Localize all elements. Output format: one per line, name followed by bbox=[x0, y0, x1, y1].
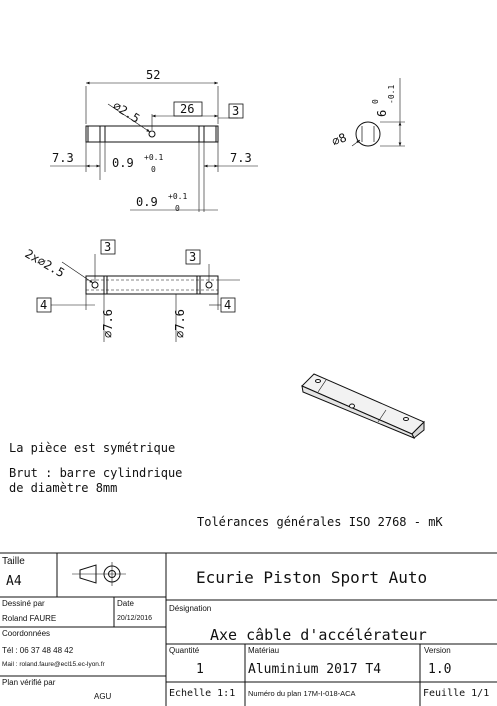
phone: Tél : 06 37 48 48 42 bbox=[2, 646, 74, 655]
end-view bbox=[351, 78, 405, 147]
designation-label: Désignation bbox=[169, 604, 212, 613]
dim-slot-width: 0.9 bbox=[112, 156, 134, 170]
date-label: Date bbox=[117, 599, 134, 608]
dim-slot-tol-lower: 0 bbox=[151, 165, 156, 174]
echelle: Echelle 1:1 bbox=[169, 688, 236, 699]
materiau-label: Matériau bbox=[248, 646, 280, 655]
company-name: Ecurie Piston Sport Auto bbox=[196, 568, 428, 587]
dim-end-dia: ⌀8 bbox=[330, 130, 349, 148]
title-block-grid bbox=[0, 552, 497, 706]
dim-groove-left: ⌀7.6 bbox=[101, 309, 115, 338]
note-raw-material-line2: de diamètre 8mm bbox=[9, 481, 118, 495]
coord-label: Coordonnées bbox=[2, 629, 51, 638]
taille-label: Taille bbox=[2, 556, 25, 567]
dim-slot-right: 7.3 bbox=[230, 151, 252, 165]
verifie-label: Plan vérifié par bbox=[2, 678, 56, 687]
isometric-view bbox=[301, 373, 425, 439]
date-value: 20/12/2016 bbox=[117, 615, 153, 622]
note-raw-material-line1: Brut : barre cylindrique bbox=[9, 466, 183, 480]
quantite-value: 1 bbox=[196, 662, 204, 677]
dim-hole-pos: 26 bbox=[180, 102, 194, 116]
numero-plan: Numéro du plan 17M-I-018-ACA bbox=[248, 689, 356, 698]
dim-slot-tol-upper: +0.1 bbox=[144, 153, 163, 162]
side-view-hole-right bbox=[205, 281, 213, 289]
feuille: Feuille 1/1 bbox=[423, 688, 490, 699]
materiau-value: Aluminium 2017 T4 bbox=[248, 662, 382, 677]
dim-hole-dia: ⌀2.5 bbox=[110, 99, 142, 126]
version-label: Version bbox=[424, 646, 451, 655]
end-view-circle bbox=[355, 121, 381, 147]
version-value: 1.0 bbox=[428, 662, 452, 677]
projection-symbol-icon bbox=[72, 562, 126, 586]
dim-end-flat-tol-upper: 0 bbox=[371, 99, 380, 104]
dim-groove-right: ⌀7.6 bbox=[173, 309, 187, 338]
dim-side-edge-right: 4 bbox=[224, 298, 231, 312]
dim-side-holes: 2x⌀2.5 bbox=[23, 246, 68, 280]
note-tolerances: Tolérances générales ISO 2768 - mK bbox=[197, 515, 443, 529]
dim-side-box-left: 3 bbox=[104, 240, 111, 254]
dim-chamfer: 3 bbox=[232, 104, 239, 118]
side-view-body bbox=[85, 275, 219, 295]
designation-value: Axe câble d'accélérateur bbox=[210, 626, 427, 644]
dim-slot-left: 7.3 bbox=[52, 151, 74, 165]
dim-slot-tol-upper-2: +0.1 bbox=[168, 192, 187, 201]
dim-slot-tol-lower-2: 0 bbox=[175, 204, 180, 213]
taille-value: A4 bbox=[6, 574, 22, 589]
dim-end-flat: 6 bbox=[375, 110, 389, 117]
dessine-value: Roland FAURE bbox=[2, 614, 57, 623]
dim-side-box-right: 3 bbox=[189, 250, 196, 264]
dim-side-edge-left: 4 bbox=[40, 298, 47, 312]
top-view bbox=[50, 81, 258, 212]
side-view bbox=[36, 239, 240, 342]
top-view-hole bbox=[148, 130, 156, 138]
quantite-label: Quantité bbox=[169, 646, 200, 655]
dessine-label: Dessiné par bbox=[2, 599, 45, 608]
email: Mail : roland.faure@ecl15.ec-lyon.fr bbox=[2, 661, 105, 668]
dim-end-flat-tol-lower: -0.1 bbox=[387, 85, 396, 104]
dim-slot-width-2: 0.9 bbox=[136, 195, 158, 209]
verifie-value: AGU bbox=[94, 692, 112, 701]
note-symmetry: La pièce est symétrique bbox=[9, 441, 176, 455]
dim-length: 52 bbox=[146, 68, 160, 82]
